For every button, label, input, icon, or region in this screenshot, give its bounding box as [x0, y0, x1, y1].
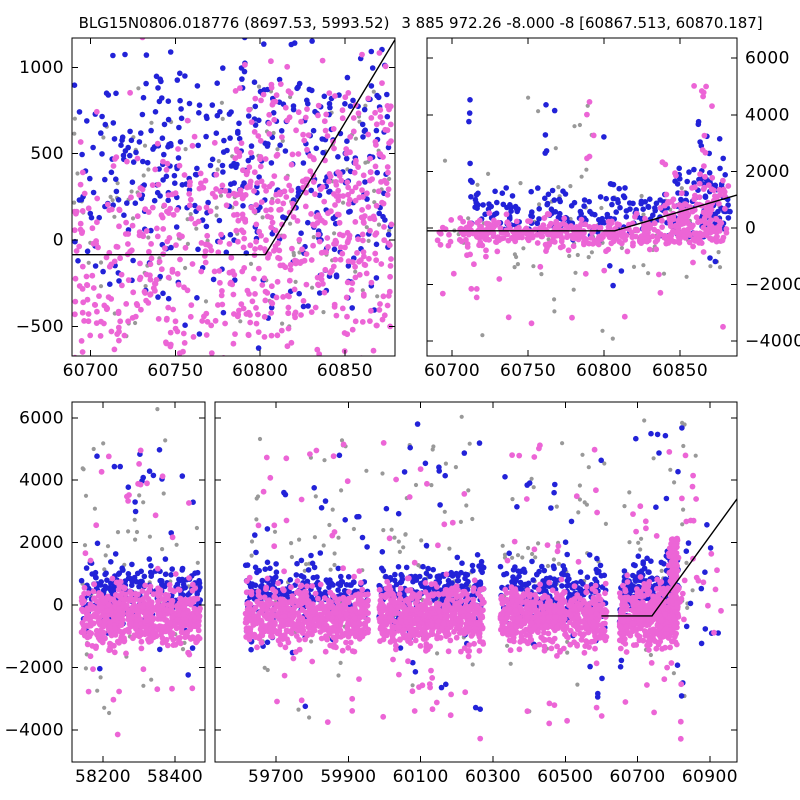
y-tick-label: 0	[745, 218, 756, 238]
x-tick-label: 60900	[682, 767, 738, 787]
scatter-series-tl-pink-upper-right	[232, 50, 394, 318]
panel-bottom_left-frame	[71, 401, 206, 763]
scatter-series-tr-gray-low	[480, 287, 615, 341]
panel-top_left-points	[72, 38, 395, 356]
x-tick-label: 60100	[393, 767, 449, 787]
panel-bottom_right-ticks	[215, 402, 737, 762]
y-tick-label: 2000	[19, 533, 64, 553]
panel-bottom_left-points	[78, 407, 203, 738]
x-tick-label: 60750	[147, 361, 203, 381]
scatter-series-b2-s5-gray-high	[672, 420, 698, 512]
x-tick-label: 58200	[75, 767, 131, 787]
x-tick-label: 60700	[610, 767, 666, 787]
scatter-series-tr-gray-high	[526, 95, 594, 172]
x-tick-label: 58400	[147, 767, 203, 787]
x-tick-label: 60850	[317, 361, 373, 381]
x-tick-label: 60850	[652, 361, 708, 381]
panel-top_right-points	[434, 83, 733, 341]
scatter-series-tr-pink-low	[439, 259, 726, 330]
y-tick-label: 1000	[19, 58, 64, 78]
x-tick-label: 60300	[465, 767, 521, 787]
panel-bottom_left-tick-labels: 58200 58400 −4000 −2000 0 2000 4000 6000	[4, 408, 203, 787]
panel-bottom_right-tick-labels: 59700 59900 60100 60300 60500 60700 60900	[248, 767, 738, 787]
x-tick-label: 60750	[500, 361, 556, 381]
y-tick-label: −500	[16, 317, 64, 337]
scatter-series-tr-blue-col-60713	[466, 97, 475, 185]
scatter-series-tr-pink-col-60790	[584, 99, 597, 162]
y-tick-label: 500	[30, 144, 64, 164]
y-tick-label: 4000	[745, 105, 790, 125]
right-panel-title: 3 885 972.26 -8.000 -8 [60867.513, 60870…	[401, 14, 763, 32]
panel-top_left-frame	[71, 37, 396, 357]
panel-bottom_left-ticks	[72, 402, 205, 762]
model-line-top_left	[72, 39, 395, 256]
scatter-series-tr-pink-col-60713	[467, 251, 480, 301]
scatter-series-b2-s5-pink-tail	[678, 550, 724, 636]
x-tick-label: 59900	[320, 767, 376, 787]
x-tick-label: 60700	[63, 361, 119, 381]
panel-top_left-tick-labels: 60700 60750 60800 60850 −500 0 500 1000	[16, 58, 373, 381]
x-tick-label: 59700	[248, 767, 304, 787]
panel-bottom_right-frame	[214, 401, 738, 763]
scatter-series-b2-s5-blue-out	[617, 425, 692, 699]
scatter-series-b2-s5-blue-tail	[687, 522, 721, 647]
scatter-series-b2-s2-pink-out	[255, 441, 365, 725]
model-line-top_right	[427, 194, 737, 232]
y-tick-label: −4000	[745, 332, 800, 352]
panel-top_right: 60700 60750 60800 60850 −4000 −2000 0 2000 4000 6…	[424, 37, 800, 381]
scatter-series-tl-pink-low	[72, 291, 380, 356]
panel-top_right-tick-labels: 60700 60750 60800 60850 −4000 −2000 0 2000 4000 6…	[424, 49, 800, 381]
y-tick-label: 0	[53, 230, 64, 250]
panel-top_right-frame	[426, 37, 738, 357]
x-tick-label: 60800	[232, 361, 288, 381]
scatter-series-b2-s3-pink-out	[380, 440, 484, 742]
y-tick-label: −2000	[4, 658, 64, 678]
panel-bottom_right: 59700 59900 60100 60300 60500 60700 60900	[214, 401, 738, 787]
left-panel-title: BLG15N0806.018776 (8697.53, 5993.52)	[78, 14, 390, 32]
x-tick-label: 60800	[576, 361, 632, 381]
scatter-series-tr-blue-col-60762	[535, 102, 558, 198]
panel-bottom_right-points	[242, 414, 724, 742]
scatter-series-b1-pink-core	[78, 575, 203, 658]
scatter-series-b2-s5-pink-high	[679, 452, 699, 525]
y-tick-label: 6000	[19, 408, 64, 428]
model-line-bottom_right	[601, 498, 737, 617]
scatter-series-b2-s5-pink-out	[622, 449, 696, 742]
panel-top_left: 60700 60750 60800 60850 −500 0 500 1000	[16, 37, 396, 381]
panel-top_left-ticks	[72, 38, 395, 356]
y-tick-label: −4000	[4, 720, 64, 740]
scatter-series-b2-s4-pink-out	[504, 442, 605, 727]
scatter-series-b2-s3-pink-core	[376, 575, 487, 665]
scatter-series-tr-pink-col-60838	[656, 159, 675, 296]
panel-top_right-ticks	[427, 38, 737, 356]
x-tick-label: 60700	[424, 361, 480, 381]
scatter-series-b1-pink-out	[82, 447, 196, 738]
scatter-series-b2-s5-pink-spike	[665, 536, 683, 625]
y-tick-label: −2000	[745, 275, 800, 295]
y-tick-label: 0	[53, 595, 64, 615]
y-tick-label: 4000	[19, 471, 64, 491]
scatter-series-b2-s5-gray	[622, 418, 695, 699]
y-tick-label: 6000	[745, 49, 790, 69]
scatter-series-tr-pink-spike-60865	[691, 83, 715, 170]
panel-bottom_left: 58200 58400 −4000 −2000 0 2000 4000 6000	[4, 401, 206, 787]
x-tick-label: 60500	[537, 767, 593, 787]
scatter-series-b2-s2-pink-core	[242, 565, 372, 665]
y-tick-label: 2000	[745, 162, 790, 182]
